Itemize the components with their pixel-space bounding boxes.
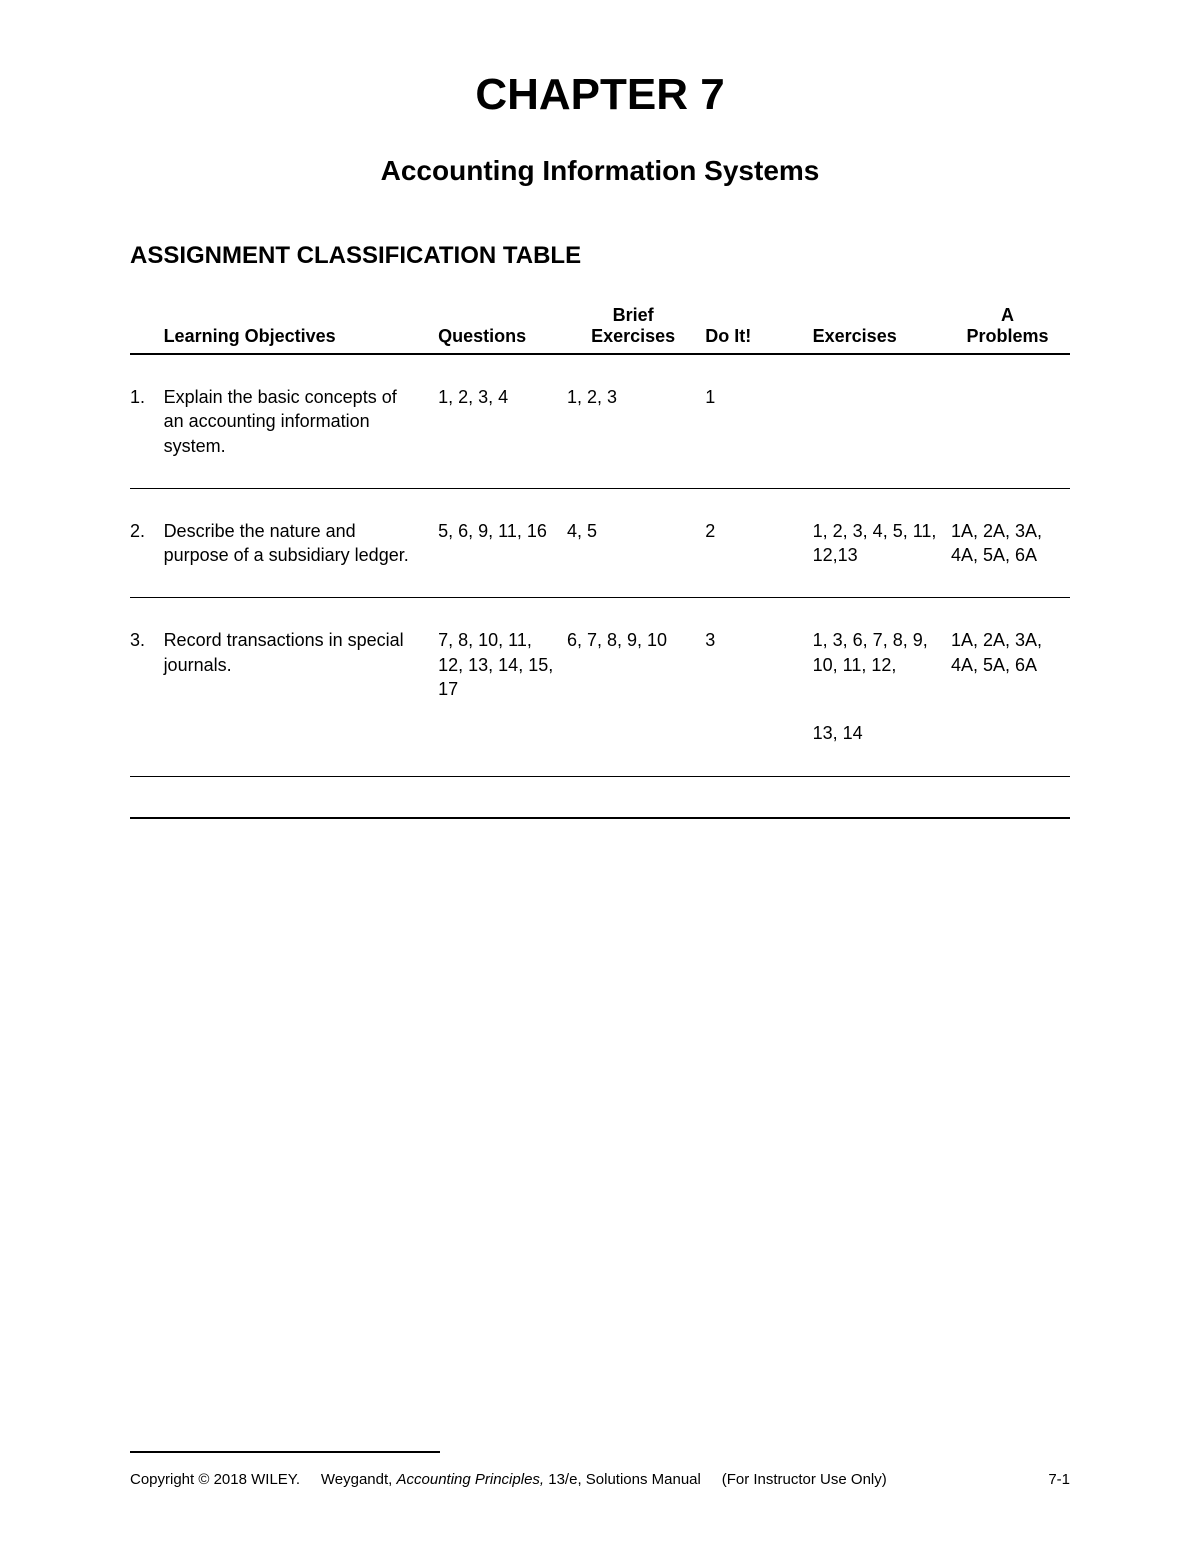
col-header-exercises: Exercises	[813, 305, 951, 354]
row-exercises: 1, 3, 6, 7, 8, 9, 10, 11, 12,	[813, 618, 951, 711]
row-num: 2.	[130, 509, 164, 578]
footer-note: (For Instructor Use Only)	[722, 1471, 887, 1488]
footer-edition: 13/e, Solutions Manual	[544, 1471, 701, 1488]
footer-left: Copyright © 2018 WILEY. Weygandt, Accoun…	[130, 1471, 887, 1488]
chapter-title: CHAPTER 7	[130, 70, 1070, 120]
table-row-extra: 13, 14	[130, 711, 1070, 755]
row-objective: Describe the nature and purpose of a sub…	[164, 509, 439, 578]
row-exercises-extra: 13, 14	[813, 711, 951, 755]
col-header-questions: Questions	[438, 305, 567, 354]
row-objective: Explain the basic concepts of an account…	[164, 375, 439, 468]
row-problems: 1A, 2A, 3A, 4A, 5A, 6A	[951, 618, 1070, 711]
col-header-doit: Do It!	[705, 305, 812, 354]
row-problems	[951, 375, 1070, 468]
table-row: 1. Explain the basic concepts of an acco…	[130, 375, 1070, 468]
footer-rule	[130, 1451, 440, 1453]
a-top: A	[1001, 305, 1014, 325]
row-num: 1.	[130, 375, 164, 468]
brief-bottom: Exercises	[591, 326, 675, 346]
classification-table: Learning Objectives Questions Brief Exer…	[130, 305, 1070, 819]
page-footer: Copyright © 2018 WILEY. Weygandt, Accoun…	[130, 1471, 1070, 1488]
document-page: CHAPTER 7 Accounting Information Systems…	[0, 0, 1200, 1553]
row-questions: 5, 6, 9, 11, 16	[438, 509, 567, 578]
brief-top: Brief	[613, 305, 654, 325]
row-questions: 7, 8, 10, 11, 12, 13, 14, 15, 17	[438, 618, 567, 711]
footer-author: Weygandt,	[321, 1471, 397, 1488]
row-exercises: 1, 2, 3, 4, 5, 11, 12,13	[813, 509, 951, 578]
col-header-brief: Brief Exercises	[567, 305, 705, 354]
footer-copyright: Copyright © 2018 WILEY.	[130, 1471, 300, 1488]
footer-title-italic: Accounting Principles,	[397, 1471, 545, 1488]
row-brief: 4, 5	[567, 509, 705, 578]
row-doit: 3	[705, 618, 812, 711]
a-bottom: Problems	[966, 326, 1048, 346]
row-num: 3.	[130, 618, 164, 711]
col-header-blank	[130, 305, 164, 354]
row-doit: 1	[705, 375, 812, 468]
row-problems: 1A, 2A, 3A, 4A, 5A, 6A	[951, 509, 1070, 578]
table-row: 3. Record transactions in special journa…	[130, 618, 1070, 711]
row-brief: 6, 7, 8, 9, 10	[567, 618, 705, 711]
row-questions: 1, 2, 3, 4	[438, 375, 567, 468]
footer-page-number: 7-1	[1048, 1471, 1070, 1488]
row-objective: Record transactions in special journals.	[164, 618, 439, 711]
col-header-problems: A Problems	[951, 305, 1070, 354]
table-row: 2. Describe the nature and purpose of a …	[130, 509, 1070, 578]
section-heading: ASSIGNMENT CLASSIFICATION TABLE	[130, 242, 1070, 270]
col-header-objectives: Learning Objectives	[164, 305, 439, 354]
row-exercises	[813, 375, 951, 468]
row-doit: 2	[705, 509, 812, 578]
row-brief: 1, 2, 3	[567, 375, 705, 468]
chapter-subtitle: Accounting Information Systems	[130, 155, 1070, 187]
